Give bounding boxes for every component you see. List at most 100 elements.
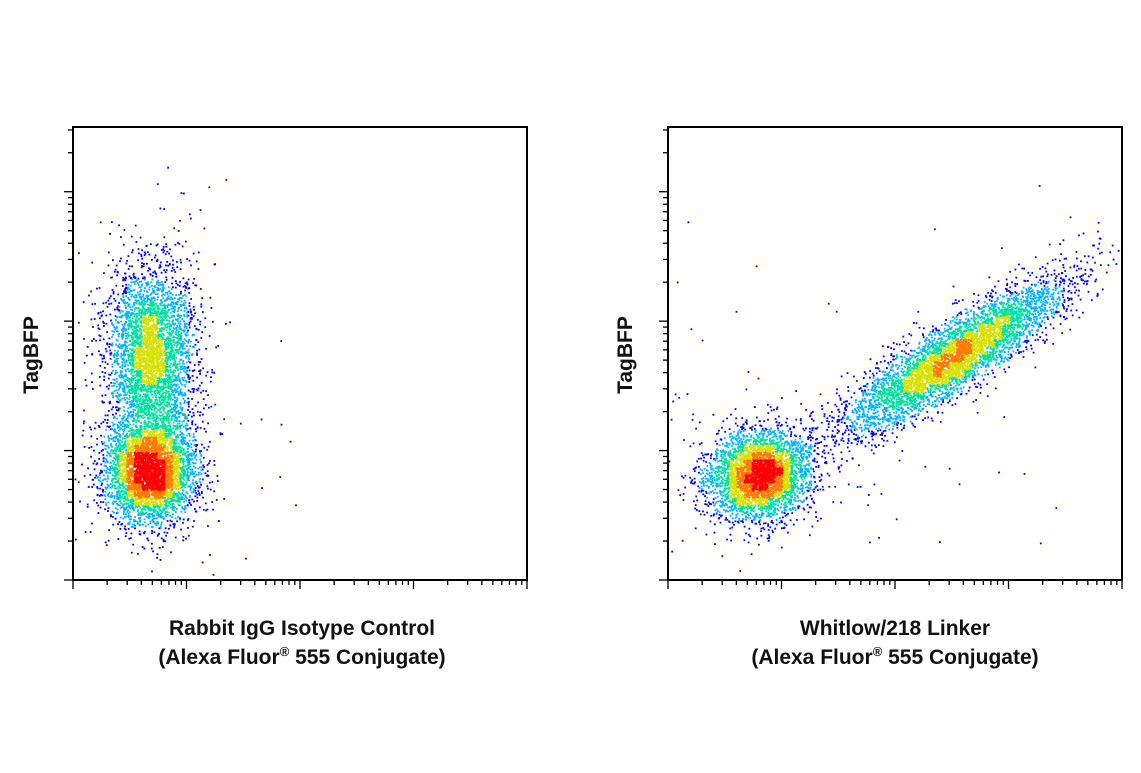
event-point	[137, 420, 140, 422]
event-point	[136, 282, 139, 284]
event-point	[177, 445, 179, 448]
event-point	[128, 275, 131, 278]
event-point	[182, 539, 184, 542]
event-point	[126, 432, 129, 435]
event-point	[176, 425, 179, 428]
event-point	[137, 259, 139, 262]
event-point	[122, 503, 125, 506]
event-point	[167, 331, 170, 334]
event-point	[111, 449, 113, 451]
event-point	[160, 381, 163, 383]
event-point	[184, 289, 187, 292]
event-point	[191, 461, 194, 464]
event-point	[107, 264, 110, 267]
event-point	[159, 415, 162, 417]
event-point	[104, 464, 106, 467]
event-point	[279, 476, 282, 478]
event-point	[138, 311, 141, 314]
event-point	[151, 327, 153, 330]
event-point	[155, 381, 158, 383]
event-point	[182, 535, 185, 538]
event-point	[152, 419, 155, 422]
event-point	[180, 408, 182, 410]
event-point	[121, 523, 124, 525]
event-point	[190, 298, 192, 300]
event-point	[173, 308, 176, 311]
event-point	[126, 423, 128, 426]
event-point	[125, 435, 128, 437]
event-point	[175, 410, 178, 413]
event-point	[147, 370, 150, 373]
event-point	[179, 326, 181, 328]
event-point	[115, 327, 117, 330]
event-point	[140, 336, 143, 339]
event-point	[115, 449, 117, 451]
event-point	[158, 414, 161, 417]
event-point	[152, 550, 154, 553]
event-point	[145, 516, 148, 518]
event-point	[106, 467, 109, 469]
event-point	[108, 303, 111, 305]
event-point	[163, 300, 166, 303]
event-point	[104, 361, 107, 364]
event-point	[136, 375, 138, 378]
event-point	[183, 473, 186, 476]
event-point	[191, 421, 193, 424]
event-point	[203, 407, 205, 410]
event-point	[200, 382, 203, 384]
event-point	[181, 318, 184, 320]
event-point	[166, 412, 168, 415]
event-point	[175, 412, 178, 415]
event-point	[97, 424, 100, 427]
event-point	[161, 378, 163, 381]
event-point	[197, 341, 200, 343]
event-point	[170, 390, 173, 392]
event-point	[160, 411, 163, 414]
event-point	[133, 315, 136, 318]
event-point	[132, 374, 135, 377]
event-point	[147, 324, 150, 327]
event-point	[193, 462, 196, 465]
event-point	[132, 379, 134, 381]
event-point	[121, 323, 124, 326]
event-point	[147, 422, 150, 424]
event-point	[146, 414, 149, 417]
event-point	[181, 383, 184, 386]
event-point	[172, 301, 174, 304]
event-point	[176, 484, 178, 487]
event-point	[130, 499, 132, 501]
event-point	[160, 284, 163, 286]
event-point	[125, 350, 127, 353]
event-point	[142, 369, 145, 372]
event-point	[194, 284, 197, 287]
event-point	[171, 297, 174, 300]
event-point	[132, 399, 135, 402]
event-point	[134, 376, 136, 379]
event-point	[192, 411, 195, 414]
event-point	[160, 299, 162, 302]
event-point	[149, 294, 152, 296]
event-point	[134, 433, 136, 436]
event-point	[206, 464, 209, 466]
event-point	[137, 392, 140, 395]
event-point	[198, 384, 201, 387]
event-point	[121, 310, 124, 313]
event-point	[168, 345, 170, 347]
event-point	[120, 484, 123, 486]
event-point	[174, 365, 177, 367]
event-point	[137, 514, 140, 516]
event-point	[152, 521, 155, 523]
event-point	[143, 313, 146, 316]
event-point	[210, 307, 213, 309]
event-point	[143, 389, 146, 392]
event-point	[184, 505, 187, 507]
event-point	[184, 367, 187, 370]
event-point	[124, 363, 127, 366]
event-point	[91, 303, 94, 305]
event-point	[193, 520, 195, 522]
event-point	[175, 341, 178, 344]
event-point	[147, 416, 150, 419]
event-point	[114, 464, 117, 466]
event-point	[91, 486, 94, 488]
event-point	[139, 506, 141, 509]
